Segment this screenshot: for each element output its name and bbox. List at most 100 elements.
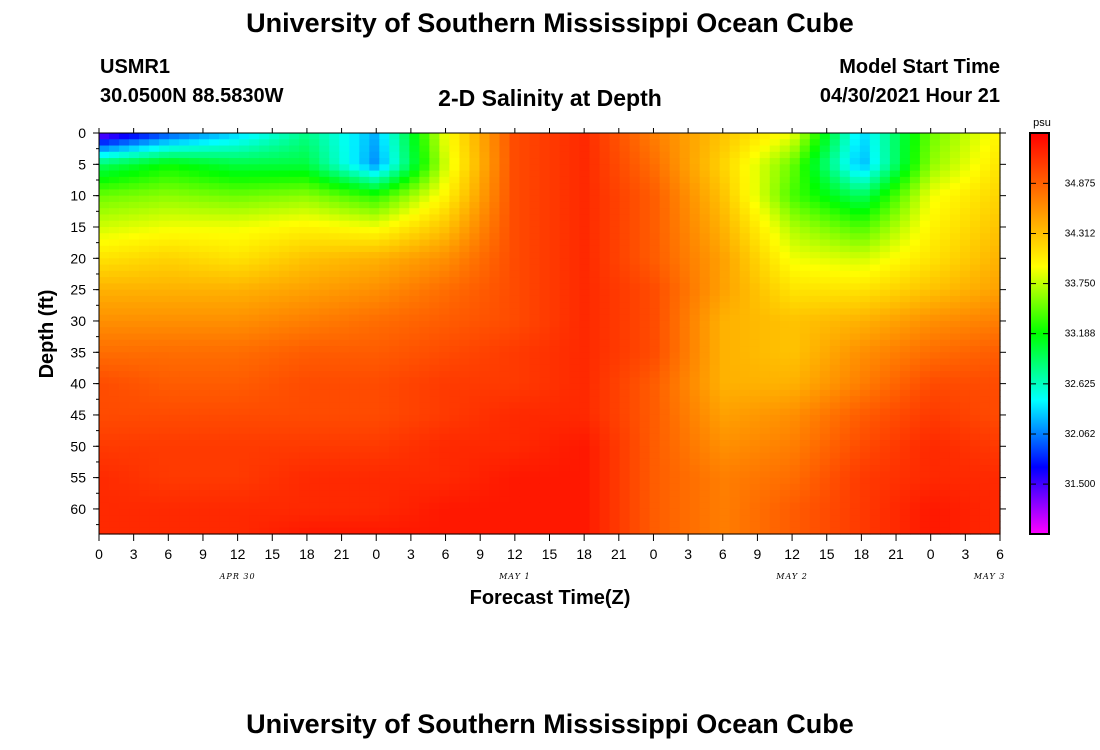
heatmap-cell [219,264,230,272]
heatmap-cell [759,239,771,247]
heatmap-cell [869,270,881,278]
heatmap-cell [429,371,440,378]
heatmap-cell [249,408,260,416]
heatmap-cell [359,402,370,410]
heatmap-cell [569,214,581,222]
heatmap-cell [599,458,611,466]
heatmap-cell [99,239,110,247]
heatmap-cell [869,245,881,253]
heatmap-cell [729,226,741,234]
heatmap-cell [899,364,911,372]
heatmap-cell [359,408,370,416]
heatmap-cell [849,308,861,316]
heatmap-cell [629,201,641,209]
heatmap-cell [909,295,921,303]
heatmap-cell [339,226,350,234]
heatmap-cell [749,239,761,247]
heatmap-cell [499,427,511,435]
heatmap-cell [139,346,150,353]
heatmap-cell [909,314,921,322]
heatmap-cell [899,264,911,272]
heatmap-cell [929,226,941,234]
heatmap-cell [299,421,310,429]
heatmap-cell [919,189,931,197]
heatmap-cell [829,371,841,378]
heatmap-cell [229,446,240,454]
heatmap-cell [239,440,250,447]
heatmap-cell [269,302,280,310]
heatmap-cell [219,164,230,172]
heatmap-cell [809,133,821,140]
heatmap-cell [279,233,290,241]
heatmap-cell [809,402,821,410]
heatmap-cell [449,458,460,466]
heatmap-cell [639,139,651,147]
heatmap-cell [369,239,380,247]
heatmap-cell [729,414,741,422]
heatmap-cell [819,446,831,454]
heatmap-cell [399,308,410,316]
heatmap-cell [159,214,170,222]
heatmap-cell [539,245,551,253]
heatmap-cell [529,283,541,291]
heatmap-cell [889,427,901,435]
heatmap-cell [859,201,871,209]
heatmap-cell [359,396,370,404]
heatmap-cell [339,208,350,216]
heatmap-cell [169,389,180,397]
heatmap-cell [889,295,901,303]
heatmap-cell [629,471,641,479]
heatmap-cell [239,220,250,228]
heatmap-cell [789,176,801,184]
heatmap-cell [269,327,280,335]
heatmap-cell [219,133,230,140]
heatmap-cell [719,220,731,228]
heatmap-cell [199,183,210,190]
heatmap-cell [949,133,961,140]
heatmap-cell [709,208,721,216]
heatmap-cell [309,151,320,159]
heatmap-cell [129,283,140,291]
heatmap-cell [379,195,390,203]
heatmap-cell [989,320,1001,328]
heatmap-cell [629,314,641,322]
heatmap-cell [889,433,901,441]
heatmap-cell [219,283,230,291]
heatmap-cell [559,289,571,297]
heatmap-cell [859,233,871,241]
heatmap-cell [479,320,491,328]
heatmap-cell [699,308,711,316]
heatmap-cell [109,220,120,228]
heatmap-cell [859,164,871,172]
heatmap-cell [359,195,370,203]
heatmap-cell [559,277,571,284]
heatmap-cell [189,226,200,234]
heatmap-cell [419,145,430,153]
heatmap-cell [849,176,861,184]
heatmap-cell [319,302,330,310]
heatmap-cell [839,214,851,222]
heatmap-cell [619,189,631,197]
heatmap-cell [699,302,711,310]
heatmap-cell [689,421,701,429]
heatmap-cell [199,226,210,234]
heatmap-cell [479,176,491,184]
heatmap-cell [339,421,350,429]
heatmap-cell [139,471,150,479]
heatmap-cell [289,252,300,259]
heatmap-cell [99,427,110,435]
heatmap-cell [759,201,771,209]
heatmap-cell [249,352,260,360]
heatmap-cell [149,333,160,341]
heatmap-cell [319,183,330,190]
heatmap-cell [799,471,811,479]
heatmap-cell [459,258,471,266]
heatmap-cell [869,220,881,228]
heatmap-cell [409,458,420,466]
heatmap-cell [449,446,460,454]
heatmap-cell [269,364,280,372]
heatmap-cell [839,151,851,159]
heatmap-cell [219,421,230,429]
heatmap-cell [839,396,851,404]
heatmap-cell [469,440,481,447]
